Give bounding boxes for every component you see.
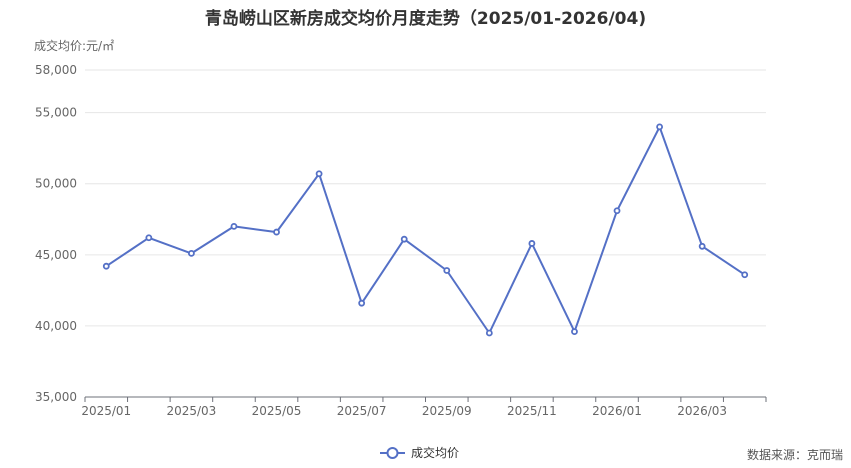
y-tick-label: 55,000: [35, 106, 77, 120]
y-tick-label: 45,000: [35, 248, 77, 262]
data-point: [145, 234, 153, 242]
x-tick-label: 2025/05: [252, 404, 302, 418]
series-line: [105, 125, 746, 334]
data-point: [485, 329, 493, 337]
data-point: [741, 271, 749, 279]
x-tick-label: 2026/03: [677, 404, 727, 418]
data-point: [273, 228, 280, 236]
data-point: [188, 250, 195, 257]
x-tick-label: 2025/07: [337, 404, 387, 418]
data-point: [102, 262, 110, 270]
y-tick-label: 40,000: [35, 319, 77, 333]
data-point: [358, 299, 366, 307]
legend-label: 成交均价: [411, 445, 459, 460]
x-tick-label: 2025/01: [81, 404, 131, 418]
y-tick-label: 50,000: [35, 177, 77, 191]
data-point: [571, 328, 578, 336]
x-tick-label: 2025/03: [166, 404, 216, 418]
data-point: [528, 240, 536, 247]
legend-marker: [386, 447, 399, 459]
data-point: [315, 170, 323, 178]
y-tick-label: 35,000: [35, 390, 77, 404]
y-tick-label: 58,000: [35, 63, 77, 77]
data-point: [230, 222, 238, 230]
data-point: [400, 235, 408, 243]
data-point: [656, 123, 663, 131]
x-tick-label: 2026/01: [592, 404, 642, 418]
source-note: 数据来源：克而瑞: [746, 448, 843, 462]
x-tick-label: 2025/11: [507, 404, 557, 418]
x-tick-label: 2025/09: [422, 404, 472, 418]
data-point: [443, 267, 451, 274]
y-axis-label: 成交均价:元/㎡: [34, 39, 115, 53]
data-point: [613, 207, 621, 215]
chart-title: 青岛崂山区新房成交均价月度走势（2025/01-2026/04): [204, 9, 647, 29]
data-point: [698, 242, 706, 250]
